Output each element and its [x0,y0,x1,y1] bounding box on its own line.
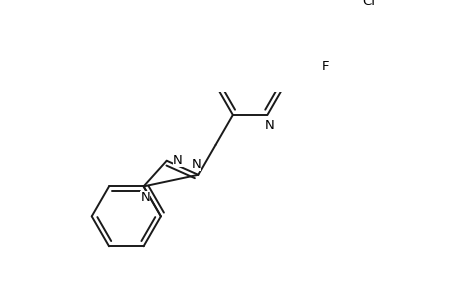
Text: N: N [173,154,182,167]
Text: F: F [321,60,329,73]
Text: N: N [140,190,150,204]
Text: N: N [191,158,201,171]
Text: N: N [264,119,274,132]
Text: Cl: Cl [362,0,375,8]
